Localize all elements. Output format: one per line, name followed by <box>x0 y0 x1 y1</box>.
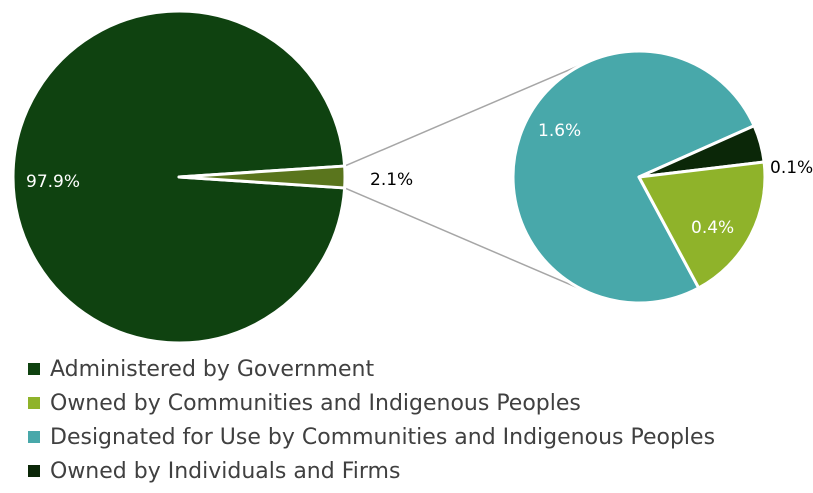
legend-label: Designated for Use by Communities and In… <box>50 424 716 450</box>
breakdown-pie-slice-0-4 <box>637 160 767 290</box>
data-label-0-1: 0.1% <box>770 158 813 178</box>
pie-of-pie-chart: 97.9% 2.1% 1.6% 0.1% 0.4% <box>11 9 813 345</box>
legend-item-individuals-firms: Owned by Individuals and Firms <box>28 454 715 488</box>
legend-label: Administered by Government <box>50 356 375 382</box>
legend-swatch <box>28 397 40 409</box>
legend-label: Owned by Individuals and Firms <box>50 458 401 484</box>
data-label-0-4: 0.4% <box>691 218 734 238</box>
connector-line <box>344 187 593 295</box>
data-label-2-1: 2.1% <box>370 170 413 190</box>
legend-swatch <box>28 465 40 477</box>
legend-label: Owned by Communities and Indigenous Peop… <box>50 390 581 416</box>
breakdown-pie-slice-1-6 <box>511 49 756 305</box>
legend-item-designated-communities: Designated for Use by Communities and In… <box>28 420 715 454</box>
legend-swatch <box>28 431 40 443</box>
main-pie-slice-2-1 <box>177 164 347 190</box>
data-label-97-9: 97.9% <box>26 172 80 192</box>
connector-line <box>344 59 593 167</box>
legend: Administered by Government Owned by Comm… <box>28 352 715 488</box>
legend-swatch <box>28 363 40 375</box>
legend-item-government: Administered by Government <box>28 352 715 386</box>
legend-item-owned-communities: Owned by Communities and Indigenous Peop… <box>28 386 715 420</box>
data-label-1-6: 1.6% <box>538 121 581 141</box>
